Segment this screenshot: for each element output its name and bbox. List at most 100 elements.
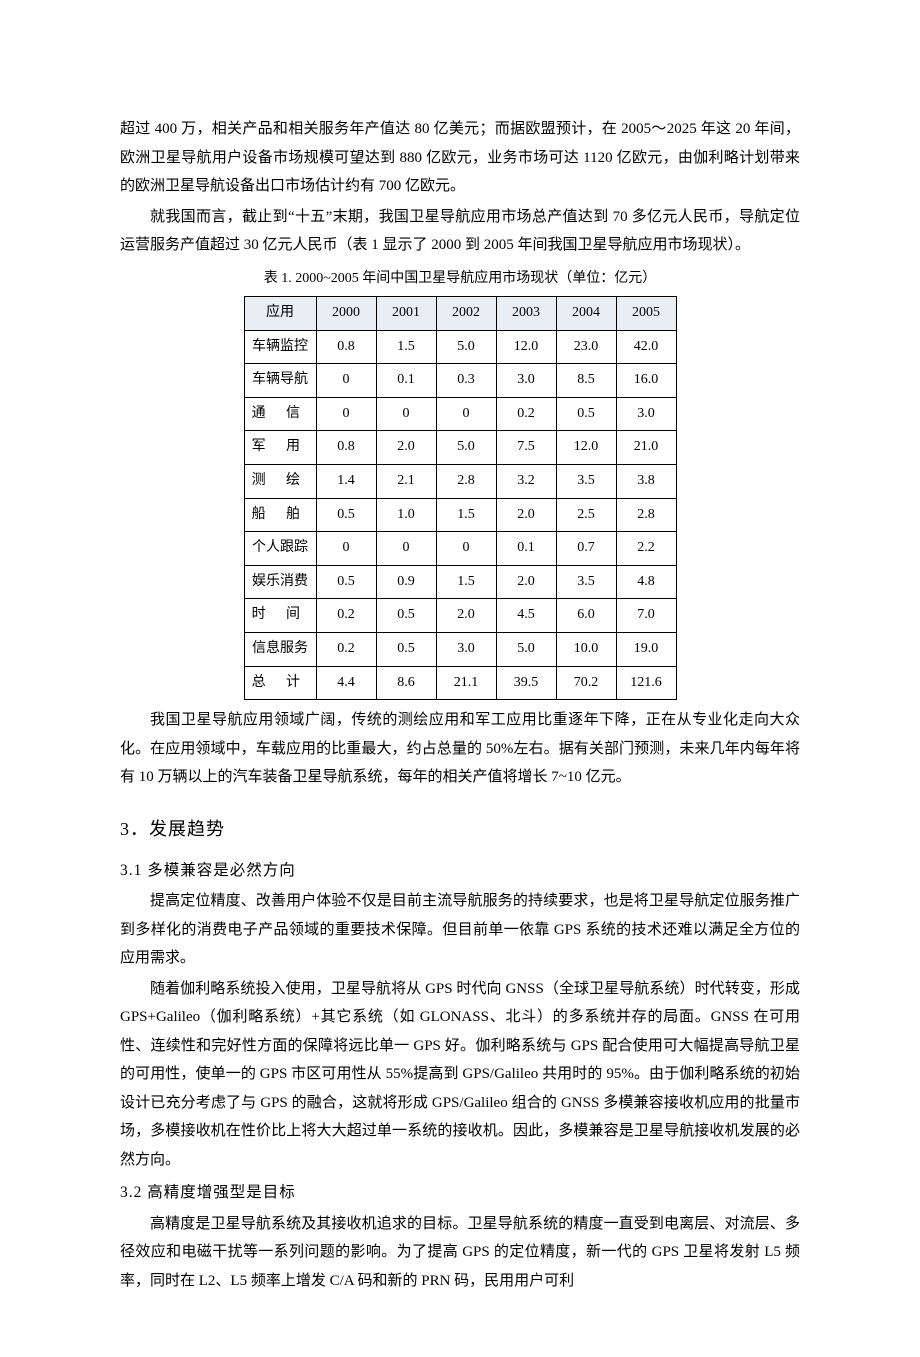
row-label: 娱乐消费 [244,565,316,599]
table-cell: 0 [316,364,376,398]
row-label: 通 信 [244,397,316,431]
table-cell: 8.6 [376,666,436,700]
paragraph-3: 我国卫星导航应用领域广阔，传统的测绘应用和军工应用比重逐年下降，正在从专业化走向… [120,706,800,792]
table-header-row: 应用 2000 2001 2002 2003 2004 2005 [244,297,676,331]
table-body: 车辆监控0.81.55.012.023.042.0车辆导航00.10.33.08… [244,330,676,700]
table-caption: 表 1. 2000~2005 年间中国卫星导航应用市场现状（单位：亿元） [120,266,800,293]
table-cell: 0.2 [316,599,376,633]
table-cell: 3.5 [556,465,616,499]
table-cell: 3.0 [616,397,676,431]
table-cell: 3.5 [556,565,616,599]
table-row: 娱乐消费0.50.91.52.03.54.8 [244,565,676,599]
table-row: 军 用0.82.05.07.512.021.0 [244,431,676,465]
table-cell: 21.0 [616,431,676,465]
table-cell: 42.0 [616,330,676,364]
row-label: 总 计 [244,666,316,700]
table-cell: 2.5 [556,498,616,532]
table-cell: 0.5 [316,498,376,532]
table-cell: 4.4 [316,666,376,700]
table-cell: 0.3 [436,364,496,398]
table-cell: 2.2 [616,532,676,566]
table-cell: 0 [436,532,496,566]
table-row: 船 舶0.51.01.52.02.52.8 [244,498,676,532]
table-cell: 2.0 [436,599,496,633]
paragraph-1: 超过 400 万，相关产品和相关服务年产值达 80 亿美元；而据欧盟预计，在 2… [120,115,800,201]
table-cell: 0 [376,532,436,566]
table-cell: 6.0 [556,599,616,633]
table-cell: 2.1 [376,465,436,499]
table-cell: 0.1 [496,532,556,566]
col-header-2001: 2001 [376,297,436,331]
table-cell: 70.2 [556,666,616,700]
table-cell: 0.8 [316,431,376,465]
table-row: 总 计4.48.621.139.570.2121.6 [244,666,676,700]
table-cell: 121.6 [616,666,676,700]
table-cell: 0.9 [376,565,436,599]
table-cell: 0 [316,397,376,431]
col-header-2002: 2002 [436,297,496,331]
row-label: 个人跟踪 [244,532,316,566]
paragraph-5: 随着伽利略系统投入使用，卫星导航将从 GPS 时代向 GNSS（全球卫星导航系统… [120,975,800,1175]
table-row: 时 间0.20.52.04.56.07.0 [244,599,676,633]
paragraph-2: 就我国而言，截止到“十五”末期，我国卫星导航应用市场总产值达到 70 多亿元人民… [120,203,800,260]
table-cell: 2.8 [616,498,676,532]
table-row: 车辆监控0.81.55.012.023.042.0 [244,330,676,364]
table-cell: 3.0 [436,633,496,667]
table-cell: 5.0 [496,633,556,667]
table-cell: 4.5 [496,599,556,633]
table-cell: 8.5 [556,364,616,398]
table-cell: 0.1 [376,364,436,398]
table-cell: 3.2 [496,465,556,499]
table-cell: 0.2 [496,397,556,431]
table-cell: 5.0 [436,330,496,364]
table-cell: 7.0 [616,599,676,633]
row-label: 军 用 [244,431,316,465]
table-cell: 16.0 [616,364,676,398]
heading-3-2: 3.2 高精度增强型是目标 [120,1178,800,1207]
table-cell: 19.0 [616,633,676,667]
paragraph-6: 高精度是卫星导航系统及其接收机追求的目标。卫星导航系统的精度一直受到电离层、对流… [120,1210,800,1296]
market-table: 应用 2000 2001 2002 2003 2004 2005 车辆监控0.8… [244,296,677,700]
table-cell: 0.5 [556,397,616,431]
row-label: 信息服务 [244,633,316,667]
table-cell: 0 [376,397,436,431]
table-cell: 0.5 [376,633,436,667]
table-cell: 1.5 [376,330,436,364]
paragraph-4: 提高定位精度、改善用户体验不仅是目前主流导航服务的持续要求，也是将卫星导航定位服… [120,887,800,973]
table-cell: 1.5 [436,498,496,532]
table-cell: 2.0 [376,431,436,465]
table-cell: 1.4 [316,465,376,499]
col-header-2004: 2004 [556,297,616,331]
table-cell: 0.8 [316,330,376,364]
row-label: 船 舶 [244,498,316,532]
col-header-2005: 2005 [616,297,676,331]
row-label: 测 绘 [244,465,316,499]
table-cell: 0.5 [376,599,436,633]
heading-section-3: 3．发展趋势 [120,812,800,846]
table-row: 车辆导航00.10.33.08.516.0 [244,364,676,398]
table-cell: 21.1 [436,666,496,700]
row-label: 时 间 [244,599,316,633]
table-row: 测 绘1.42.12.83.23.53.8 [244,465,676,499]
table-cell: 0.7 [556,532,616,566]
table-cell: 2.8 [436,465,496,499]
table-cell: 39.5 [496,666,556,700]
table-head: 应用 2000 2001 2002 2003 2004 2005 [244,297,676,331]
table-cell: 1.0 [376,498,436,532]
heading-3-1: 3.1 多模兼容是必然方向 [120,856,800,885]
table-cell: 3.0 [496,364,556,398]
row-label: 车辆导航 [244,364,316,398]
table-cell: 7.5 [496,431,556,465]
table-row: 通 信0000.20.53.0 [244,397,676,431]
table-cell: 5.0 [436,431,496,465]
table-cell: 0.5 [316,565,376,599]
table-cell: 0.2 [316,633,376,667]
table-cell: 10.0 [556,633,616,667]
table-cell: 0 [436,397,496,431]
table-cell: 1.5 [436,565,496,599]
table-cell: 3.8 [616,465,676,499]
col-header-2003: 2003 [496,297,556,331]
table-cell: 12.0 [496,330,556,364]
col-header-2000: 2000 [316,297,376,331]
table-cell: 2.0 [496,565,556,599]
